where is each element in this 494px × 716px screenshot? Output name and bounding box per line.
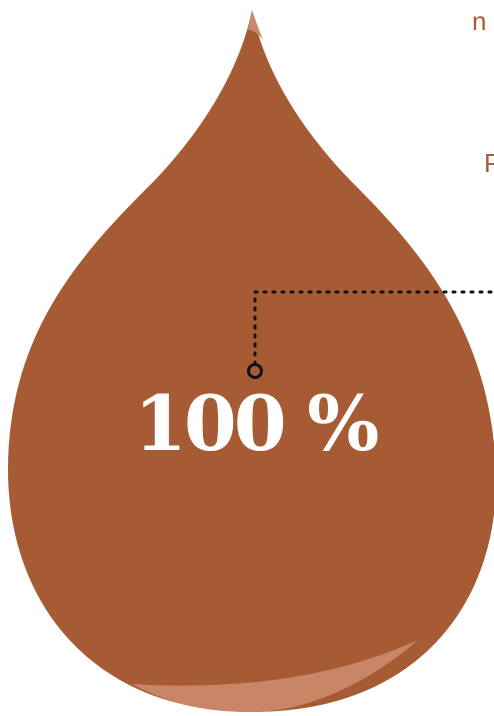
- side-text-mid: P: [484, 148, 494, 178]
- drop-bottom-highlight: [132, 640, 418, 712]
- drop-top-highlight: [248, 10, 263, 40]
- water-drop-shape: [8, 10, 494, 712]
- leader-endpoint-marker: [247, 363, 263, 379]
- side-text-top: n: [472, 6, 487, 36]
- leader-line: [253, 290, 494, 366]
- percentage-value: 100 %: [134, 379, 379, 468]
